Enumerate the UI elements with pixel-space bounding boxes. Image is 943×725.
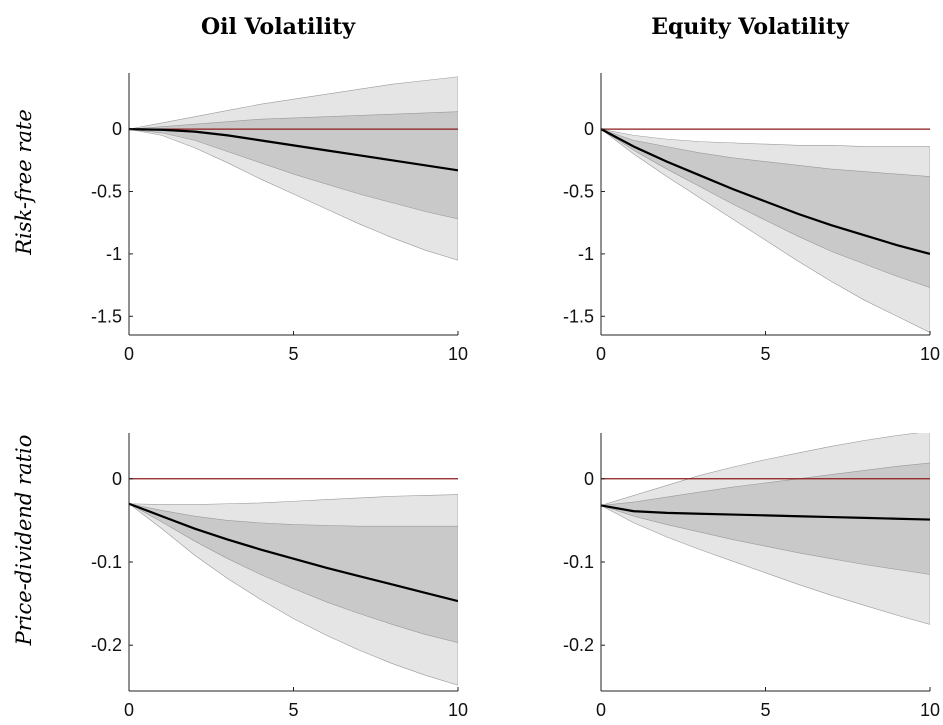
x-tick-label: 5 [760, 700, 770, 720]
y-tick-label: 0 [112, 469, 122, 489]
x-tick-label: 0 [124, 700, 134, 720]
column-title-equity: Equity Volatility [651, 14, 850, 40]
y-tick-label: -0.5 [563, 182, 594, 202]
y-tick-label: -1.5 [563, 306, 594, 326]
column-title-oil: Oil Volatility [201, 14, 356, 40]
x-tick-label: 10 [920, 344, 940, 364]
panel-2: 0 5 10 0 -0.1 -0.2 [91, 433, 468, 720]
y-tick-label: -0.2 [91, 635, 122, 655]
row-title-price-dividend: Price-dividend ratio [12, 435, 36, 647]
y-tick-label: 0 [584, 119, 594, 139]
y-tick-label: -1 [578, 244, 594, 264]
panels: 0 5 100-0.5-1-1.50 5 100-0.5-1-1.50 5 100-0.1-… [91, 73, 940, 720]
x-tick-label: 5 [288, 344, 298, 364]
x-tick-label: 5 [760, 344, 770, 364]
inner-confidence-band [129, 111, 458, 220]
x-tick-label: 0 [124, 344, 134, 364]
y-tick-label: -0.5 [91, 182, 122, 202]
x-tick-label: 0 [596, 344, 606, 364]
panel-0: 0 5 10 0 -0.5 -1 -1.5 [91, 73, 468, 364]
plot-area [601, 433, 930, 625]
plot-area [129, 478, 458, 686]
x-tick-label: 5 [288, 700, 298, 720]
plot-area [129, 76, 458, 261]
inner-confidence-band [601, 462, 930, 575]
median-response-line [601, 128, 930, 255]
inner-confidence-band [129, 503, 458, 644]
y-tick-label: 0 [584, 469, 594, 489]
y-tick-label: -0.1 [563, 552, 594, 572]
x-tick-label: 10 [920, 700, 940, 720]
x-tick-label: 10 [448, 700, 468, 720]
panel-3: 0 5 10 0 -0.1 -0.2 [563, 433, 940, 720]
median-response-line [129, 502, 458, 603]
row-title-risk-free: Risk-free rate [12, 109, 36, 256]
y-tick-label: -0.1 [91, 552, 122, 572]
panel-1: 0 5 10 0 -0.5 -1 -1.5 [563, 73, 940, 364]
y-tick-label: -0.2 [563, 635, 594, 655]
x-tick-label: 0 [596, 700, 606, 720]
median-response-line [601, 504, 930, 521]
plot-area [601, 128, 930, 333]
y-tick-label: -1 [106, 244, 122, 264]
median-response-line [129, 128, 458, 172]
x-tick-label: 10 [448, 344, 468, 364]
y-tick-label: -1.5 [91, 306, 122, 326]
y-tick-label: 0 [112, 119, 122, 139]
